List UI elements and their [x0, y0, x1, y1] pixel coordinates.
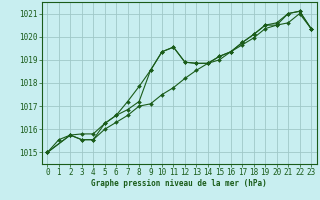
X-axis label: Graphe pression niveau de la mer (hPa): Graphe pression niveau de la mer (hPa)	[91, 179, 267, 188]
